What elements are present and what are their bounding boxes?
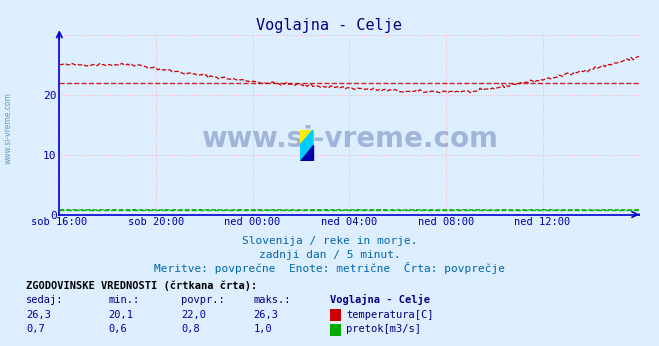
- Text: ZGODOVINSKE VREDNOSTI (črtkana črta):: ZGODOVINSKE VREDNOSTI (črtkana črta):: [26, 280, 258, 291]
- Polygon shape: [300, 130, 313, 161]
- Text: 0,6: 0,6: [109, 324, 127, 334]
- Text: 1,0: 1,0: [254, 324, 272, 334]
- Text: sedaj:: sedaj:: [26, 295, 64, 305]
- Text: 22,0: 22,0: [181, 310, 206, 320]
- Text: Meritve: povprečne  Enote: metrične  Črta: povprečje: Meritve: povprečne Enote: metrične Črta:…: [154, 262, 505, 274]
- Text: 26,3: 26,3: [254, 310, 279, 320]
- Text: povpr.:: povpr.:: [181, 295, 225, 305]
- Text: 0,8: 0,8: [181, 324, 200, 334]
- Polygon shape: [300, 145, 313, 161]
- Text: Voglajna - Celje: Voglajna - Celje: [256, 18, 403, 34]
- Text: maks.:: maks.:: [254, 295, 291, 305]
- Text: www.si-vreme.com: www.si-vreme.com: [201, 125, 498, 153]
- Text: pretok[m3/s]: pretok[m3/s]: [346, 324, 421, 334]
- Text: Voglajna - Celje: Voglajna - Celje: [330, 294, 430, 305]
- Text: 0,7: 0,7: [26, 324, 45, 334]
- Text: min.:: min.:: [109, 295, 140, 305]
- Polygon shape: [300, 130, 313, 145]
- Text: 26,3: 26,3: [26, 310, 51, 320]
- Text: www.si-vreme.com: www.si-vreme.com: [3, 92, 13, 164]
- Text: 20,1: 20,1: [109, 310, 134, 320]
- Text: zadnji dan / 5 minut.: zadnji dan / 5 minut.: [258, 250, 401, 260]
- Text: temperatura[C]: temperatura[C]: [346, 310, 434, 320]
- Text: Slovenija / reke in morje.: Slovenija / reke in morje.: [242, 236, 417, 246]
